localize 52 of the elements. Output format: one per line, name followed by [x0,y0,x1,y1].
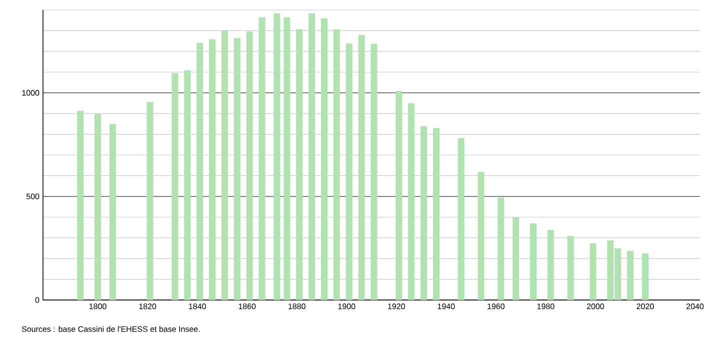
x-tick-label: 1820 [139,304,156,310]
bar [284,17,290,300]
bar [547,230,554,300]
bar [432,128,440,300]
bar [420,126,428,300]
bar [458,138,464,300]
x-tick-label: 1920 [388,304,405,310]
bar [512,217,520,300]
bar [146,102,154,300]
bar [320,18,328,300]
bar [530,223,537,300]
bar [308,13,316,300]
bar [196,42,204,300]
bar [590,243,596,300]
source-note: Sources : base Cassini de l'EHESS et base Insee. [22,326,200,332]
bar [77,110,84,300]
bar [478,172,484,300]
bar [234,38,240,300]
bar [346,43,352,300]
x-tick-label: 1880 [288,304,306,310]
bar [221,30,228,300]
x-tick-label: 1980 [537,304,554,310]
bar [370,44,378,300]
bar [274,13,280,300]
x-tick-label: 2000 [586,304,604,310]
y-tick-label: 1000 [22,90,40,96]
bar [94,114,102,300]
bar [627,250,634,300]
bar [333,29,340,300]
bar [184,70,191,300]
y-tick-label: 0 [35,297,40,303]
x-tick-label: 1860 [238,304,256,310]
bar [567,236,574,300]
x-tick-label: 1900 [338,304,356,310]
x-tick-label: 1960 [488,304,505,310]
bar [358,34,365,300]
bar [109,124,116,300]
x-tick-label: 1940 [438,304,455,310]
x-tick-label: 1840 [189,304,206,310]
x-tick-label: 2040 [686,304,704,310]
bar [258,17,266,300]
x-tick-label: 2020 [636,304,654,310]
bar [246,32,253,300]
y-tick-label: 500 [26,194,40,200]
bar [172,73,178,300]
bar [396,90,402,300]
x-tick-label: 1800 [89,304,106,310]
bar [642,253,648,300]
bar [408,103,415,300]
bar [296,29,303,300]
bar [208,39,216,300]
bar [498,198,504,300]
